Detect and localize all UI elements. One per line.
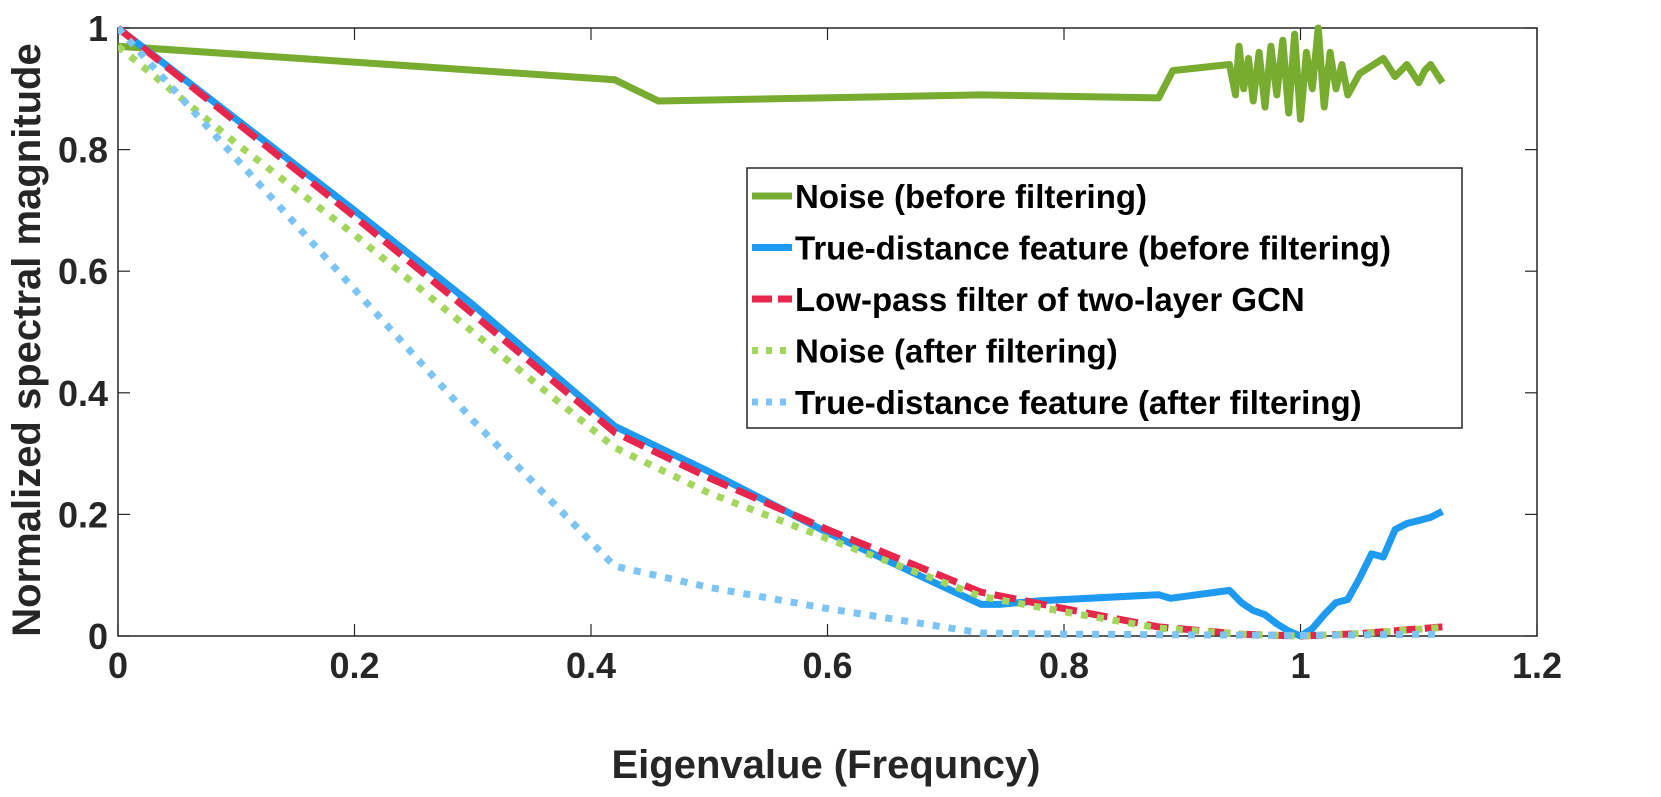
y-tick-label: 0.6 (58, 251, 108, 292)
series-line-true-distance-feature-after-filtering (118, 25, 1443, 639)
y-tick-label: 0.2 (58, 494, 108, 535)
legend-box (746, 167, 1463, 429)
y-tick-label: 0.4 (58, 373, 108, 414)
x-axis-label: Eigenvalue (Frequncy) (612, 743, 1041, 787)
x-tick-label: 1.2 (1512, 645, 1562, 686)
x-tick-label: 0 (108, 645, 128, 686)
legend-label: True-distance feature (after filtering) (795, 384, 1362, 421)
y-tick-label: 1 (88, 8, 108, 49)
x-tick-label: 0.6 (802, 645, 852, 686)
y-tick-label: 0.8 (58, 130, 108, 171)
y-tick-label: 0 (88, 616, 108, 657)
legend-label: Low-pass filter of two-layer GCN (795, 281, 1305, 318)
series-line-noise-before-filtering (118, 24, 1446, 123)
x-tick-label: 0.8 (1039, 645, 1089, 686)
x-tick-label: 1 (1290, 645, 1310, 686)
x-tick-label: 0.2 (329, 645, 379, 686)
legend-label: Noise (before filtering) (795, 178, 1147, 215)
x-tick-label: 0.4 (566, 645, 616, 686)
y-axis-label: Normalized spectral magnitude (5, 43, 49, 636)
series-line-true-distance-feature-before-filtering (118, 25, 1444, 640)
legend-label: Noise (after filtering) (795, 333, 1118, 370)
legend-label: True-distance feature (before filtering) (795, 230, 1391, 267)
